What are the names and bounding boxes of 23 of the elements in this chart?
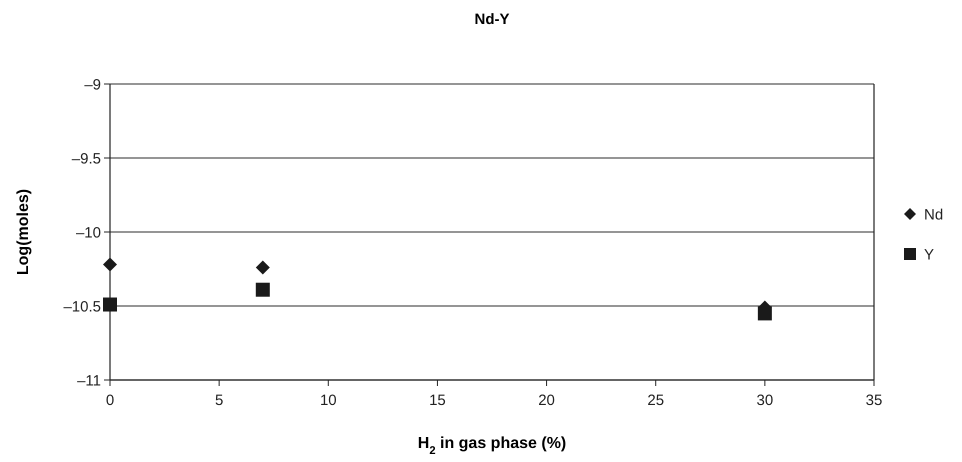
y-tick-label: –10.5: [63, 298, 101, 316]
point: [103, 258, 117, 272]
x-tick-label: 35: [866, 392, 882, 409]
x-tick-label: 5: [214, 392, 224, 409]
y-tick-label: –9: [84, 76, 101, 94]
point: [758, 306, 772, 320]
chart-title: Nd-Y: [474, 11, 510, 28]
point: [256, 282, 270, 297]
y-tick-label: –11: [77, 372, 101, 390]
x-tick-label: 25: [647, 392, 664, 409]
legend-label: Nd: [924, 206, 944, 224]
y-tick-label: –9.5: [72, 150, 101, 168]
y-axis-title: Log(moles): [15, 188, 32, 276]
x-tick-label: 20: [538, 392, 555, 409]
point: [256, 260, 270, 275]
x-tick-label: 15: [429, 392, 446, 409]
legend-label: Y: [924, 246, 934, 264]
point: [103, 298, 117, 312]
x-tick-label: 0: [106, 392, 114, 409]
y-tick-label: –10: [76, 224, 101, 242]
x-tick-label: 30: [756, 392, 774, 409]
x-tick-label: 10: [320, 392, 337, 409]
x-axis-title: H$_{2}$ in gas phase (%): [418, 435, 566, 457]
